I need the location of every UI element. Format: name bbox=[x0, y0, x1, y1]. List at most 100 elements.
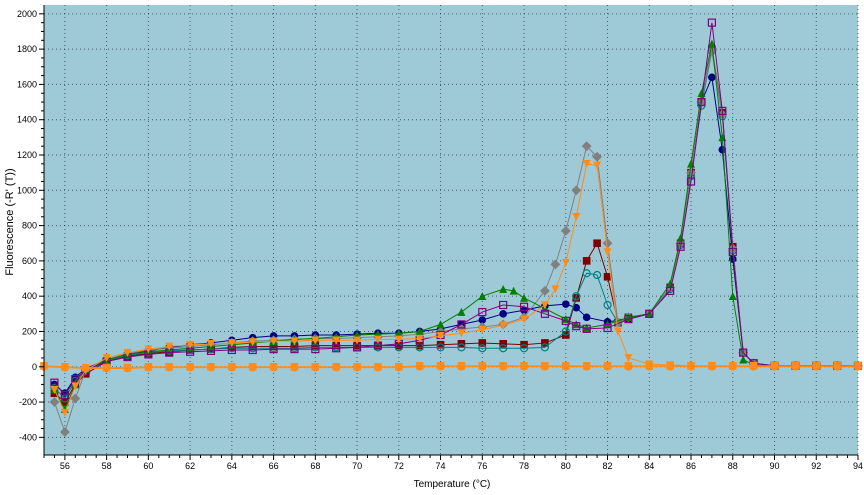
data-point bbox=[603, 300, 612, 310]
data-point bbox=[541, 339, 549, 347]
data-point bbox=[70, 393, 81, 404]
y-tick-label: 1800 bbox=[17, 44, 37, 54]
data-point bbox=[59, 427, 70, 437]
data-point bbox=[666, 286, 675, 295]
series-line bbox=[43, 365, 858, 369]
x-tick-label: 82 bbox=[603, 461, 613, 471]
data-point bbox=[415, 362, 424, 370]
data-point bbox=[353, 336, 362, 345]
x-tick-label: 60 bbox=[143, 461, 153, 471]
data-point bbox=[60, 390, 69, 400]
data-point bbox=[718, 106, 727, 115]
data-point bbox=[311, 345, 320, 354]
data-point bbox=[592, 151, 603, 162]
x-tick-label: 56 bbox=[60, 461, 70, 471]
data-point bbox=[60, 408, 69, 417]
data-point bbox=[457, 343, 466, 352]
data-point bbox=[436, 343, 445, 352]
data-point bbox=[269, 362, 278, 371]
data-point bbox=[541, 362, 549, 370]
data-point bbox=[269, 337, 278, 346]
x-axis-title: Temperature (°C) bbox=[414, 479, 491, 490]
data-point bbox=[603, 362, 612, 370]
data-point bbox=[290, 362, 299, 371]
x-tick-label: 68 bbox=[310, 461, 320, 471]
x-tick-label: 74 bbox=[436, 461, 446, 471]
x-tick-label: 70 bbox=[352, 461, 362, 471]
data-point bbox=[833, 362, 841, 370]
x-tick-label: 64 bbox=[227, 461, 237, 471]
data-point bbox=[520, 293, 529, 302]
data-point bbox=[248, 345, 257, 355]
data-point bbox=[791, 362, 800, 370]
data-point bbox=[624, 362, 633, 370]
data-point bbox=[499, 310, 507, 318]
data-point bbox=[71, 382, 80, 391]
data-point bbox=[728, 362, 737, 370]
data-point bbox=[478, 325, 487, 334]
x-tick-label: 84 bbox=[644, 461, 654, 471]
data-point bbox=[520, 315, 529, 324]
data-point bbox=[395, 362, 403, 371]
y-tick-label: 600 bbox=[22, 256, 37, 266]
y-tick-label: 200 bbox=[22, 326, 37, 336]
data-point bbox=[550, 259, 561, 270]
data-point bbox=[228, 362, 236, 371]
data-point bbox=[645, 362, 654, 370]
data-point bbox=[520, 362, 528, 370]
x-tick-label: 58 bbox=[102, 461, 112, 471]
data-point bbox=[353, 362, 361, 371]
data-point bbox=[374, 362, 382, 371]
data-point bbox=[144, 362, 153, 371]
data-point bbox=[854, 362, 862, 370]
data-point bbox=[697, 97, 706, 107]
data-point bbox=[509, 286, 518, 295]
y-tick-label: 1200 bbox=[17, 150, 37, 160]
data-point bbox=[624, 354, 633, 363]
data-point bbox=[49, 397, 60, 407]
data-point bbox=[707, 18, 716, 27]
data-point bbox=[290, 337, 299, 346]
data-point bbox=[697, 89, 706, 98]
y-tick-label: -200 bbox=[19, 397, 37, 407]
data-point bbox=[707, 39, 716, 48]
data-point bbox=[478, 344, 487, 353]
data-point bbox=[687, 362, 695, 370]
data-point bbox=[551, 285, 560, 294]
data-point bbox=[739, 355, 748, 364]
data-point bbox=[582, 313, 591, 322]
series-9 bbox=[40, 362, 862, 372]
data-point bbox=[207, 362, 215, 371]
data-point bbox=[613, 327, 622, 336]
data-point bbox=[290, 345, 299, 354]
y-tick-label: 2000 bbox=[17, 9, 37, 19]
data-point bbox=[572, 292, 581, 301]
data-point bbox=[519, 302, 529, 311]
data-point bbox=[686, 167, 696, 178]
data-point bbox=[572, 212, 581, 221]
data-point bbox=[571, 185, 582, 196]
data-point bbox=[728, 292, 737, 300]
data-point bbox=[593, 161, 602, 170]
data-point bbox=[311, 362, 320, 371]
y-tick-label: -400 bbox=[19, 432, 37, 442]
data-point bbox=[602, 238, 613, 249]
data-point bbox=[478, 292, 487, 300]
x-tick-label: 90 bbox=[770, 461, 780, 471]
data-point bbox=[332, 344, 341, 353]
data-point bbox=[728, 247, 737, 257]
y-tick-label: 1600 bbox=[17, 79, 37, 89]
data-point bbox=[457, 320, 466, 329]
data-point bbox=[81, 363, 90, 372]
data-point bbox=[457, 362, 466, 370]
data-point bbox=[478, 339, 487, 347]
data-point bbox=[332, 336, 341, 345]
data-point bbox=[539, 285, 550, 296]
data-point bbox=[478, 307, 487, 317]
data-point bbox=[560, 225, 571, 236]
x-tick-label: 78 bbox=[519, 461, 529, 471]
y-tick-label: 1000 bbox=[17, 185, 37, 195]
data-point bbox=[186, 362, 194, 371]
y-tick-label: 800 bbox=[22, 221, 37, 231]
data-point bbox=[561, 362, 570, 370]
